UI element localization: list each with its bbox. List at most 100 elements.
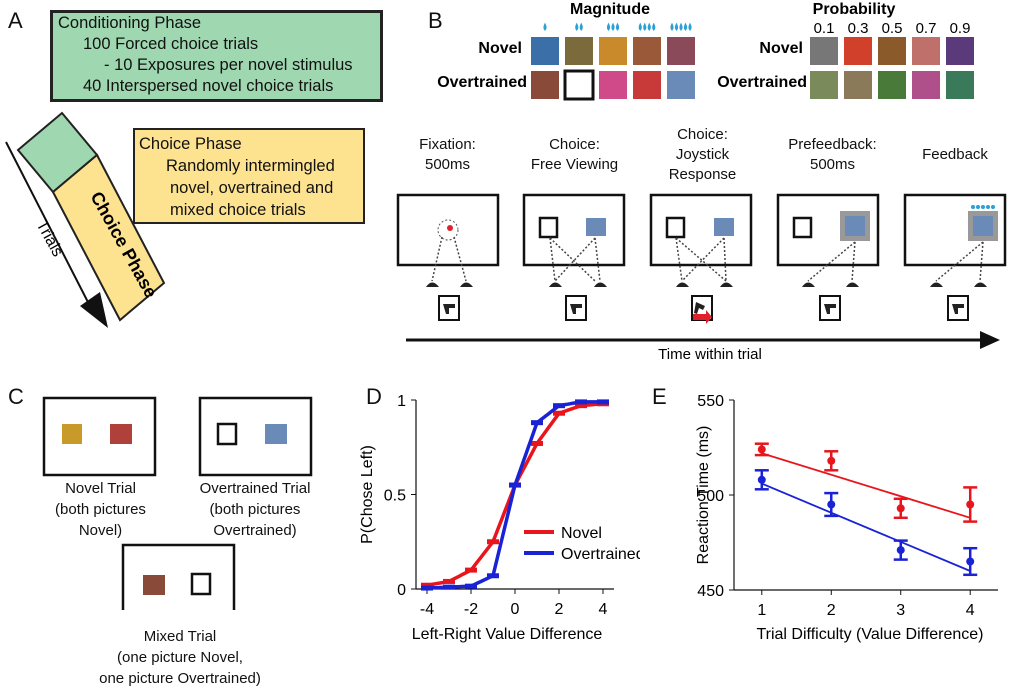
reward-drop-icon xyxy=(674,22,679,31)
conditioning-line-2: - 10 Exposures per novel stimulus xyxy=(104,56,353,74)
step-label-choice: Choice: Free Viewing xyxy=(512,135,637,175)
stimulus-image xyxy=(143,575,165,595)
caption-line: Overtrained Trial xyxy=(199,480,311,497)
stimulus-image xyxy=(912,71,940,99)
data-point xyxy=(757,475,766,484)
step-line: Joystick xyxy=(675,146,730,163)
x-tick-label: 1 xyxy=(757,602,766,619)
fixation-ring xyxy=(437,219,459,241)
data-point xyxy=(509,482,521,488)
stimulus-image xyxy=(810,37,838,65)
stimulus-image xyxy=(878,37,906,65)
reward-drop-icon xyxy=(611,22,615,31)
choice-box-line-3: mixed choice trials xyxy=(170,201,306,219)
stimulus-image xyxy=(265,424,287,444)
stimulus-image xyxy=(563,69,595,101)
reward-drop-icon xyxy=(638,22,642,31)
data-point xyxy=(487,573,499,579)
x-tick-label: 3 xyxy=(896,602,905,619)
data-point xyxy=(757,445,766,454)
stimulus-image xyxy=(878,71,906,99)
choice-phase-box: Choice Phase Randomly intermingled novel… xyxy=(133,128,365,224)
step-line: Response xyxy=(668,166,737,183)
reaction-time-chart: 1 2 3 4 450 500 550 Trial Difficulty (Value Dif… xyxy=(695,393,998,643)
trials-axis-label: Trials xyxy=(33,218,67,260)
stimulus-image xyxy=(844,71,872,99)
stimulus-image xyxy=(216,422,238,446)
panel-label-d: D xyxy=(366,384,382,409)
step-line: Free Viewing xyxy=(530,156,619,173)
reward-drop-icon xyxy=(679,22,683,31)
reward-drop-icon xyxy=(575,22,579,31)
probability-title: Probability xyxy=(813,1,896,18)
data-point xyxy=(966,557,975,566)
data-point xyxy=(597,399,609,405)
data-point xyxy=(966,500,975,509)
x-tick-label: 4 xyxy=(966,602,975,619)
caption-line: (both pictures xyxy=(55,501,146,518)
data-point xyxy=(487,539,499,545)
data-point xyxy=(553,403,565,409)
x-axis-label: Trial Difficulty (Value Difference) xyxy=(756,626,983,643)
data-point xyxy=(553,410,565,416)
stimulus-image xyxy=(665,216,686,239)
conditioning-title: Conditioning Phase xyxy=(58,14,202,32)
x-tick-label: 2 xyxy=(827,602,836,619)
data-point xyxy=(465,583,477,589)
stimulus-image xyxy=(912,37,940,65)
stimulus-image xyxy=(586,218,606,236)
step-line: 500ms xyxy=(809,156,856,173)
panel-label-b: B xyxy=(428,8,443,33)
eyes-icon xyxy=(426,282,987,287)
fixation-dot xyxy=(447,225,453,231)
probability-tick-label: 0.7 xyxy=(916,20,937,37)
choice-box-line-1: Randomly intermingled xyxy=(166,157,335,175)
joystick-direction-arrow xyxy=(693,310,712,324)
y-axis-label: Reaction Time (ms) xyxy=(695,426,712,565)
stimulus-image xyxy=(633,37,661,65)
reward-drop-icon xyxy=(670,22,674,31)
trial-type-screens xyxy=(42,396,313,610)
stimulus-image xyxy=(565,37,593,65)
stimulus-image xyxy=(946,37,974,65)
data-point xyxy=(443,584,455,590)
magnitude-title: Magnitude xyxy=(570,1,650,18)
conditioning-line-1: 100 Forced choice trials xyxy=(83,35,259,53)
x-tick-label: 4 xyxy=(599,601,608,618)
stimulus-image xyxy=(599,37,627,65)
x-tick-label: 0 xyxy=(511,601,520,618)
reward-drop-icon xyxy=(652,22,656,31)
phase-timeline-diagram: Choice Phase Trials xyxy=(5,111,166,328)
y-tick-label: 500 xyxy=(697,488,724,505)
monitor-fixation xyxy=(396,193,500,267)
data-point xyxy=(421,582,433,588)
choice-bar-segment xyxy=(51,153,166,322)
reward-drops-icon xyxy=(971,205,995,209)
mixed-trial-caption: Mixed Trial (one picture Novel, one pict… xyxy=(70,626,290,689)
x-axis-label: Left-Right Value Difference xyxy=(412,626,603,643)
time-axis-arrowhead xyxy=(980,331,1000,349)
conditioning-line-3: 40 Interspersed novel choice trials xyxy=(83,77,334,95)
reward-drop-icon xyxy=(683,22,688,31)
y-tick-label: 0 xyxy=(397,582,406,599)
stimulus-image xyxy=(633,71,661,99)
stimulus-image xyxy=(714,218,734,236)
trials-arrowhead xyxy=(80,292,108,328)
step-label-prefeedback: Prefeedback: 500ms xyxy=(770,135,895,175)
y-tick-label: 450 xyxy=(697,583,724,600)
fit-line-0 xyxy=(761,452,971,519)
trials-axis-line xyxy=(5,141,93,311)
y-tick-label: 0.5 xyxy=(384,488,406,505)
reward-drop-icon xyxy=(647,22,651,31)
magnitude-overtrained-label: Overtrained xyxy=(437,74,527,91)
step-label-fixation: Fixation: 500ms xyxy=(390,135,505,175)
caption-line: Novel) xyxy=(78,522,123,539)
overtrained-trial-caption: Overtrained Trial (both pictures Overtra… xyxy=(180,478,330,541)
trial-sequence-diagram: Time within trial xyxy=(396,193,1007,363)
joystick-handle xyxy=(443,302,964,314)
probability-tick-label: 0.1 xyxy=(814,20,835,37)
legend-label: Overtrained xyxy=(561,546,640,563)
novel-trial-caption: Novel Trial (both pictures Novel) xyxy=(28,478,173,541)
step-line: Prefeedback: xyxy=(788,136,877,153)
choice-box-title: Choice Phase xyxy=(139,135,242,153)
